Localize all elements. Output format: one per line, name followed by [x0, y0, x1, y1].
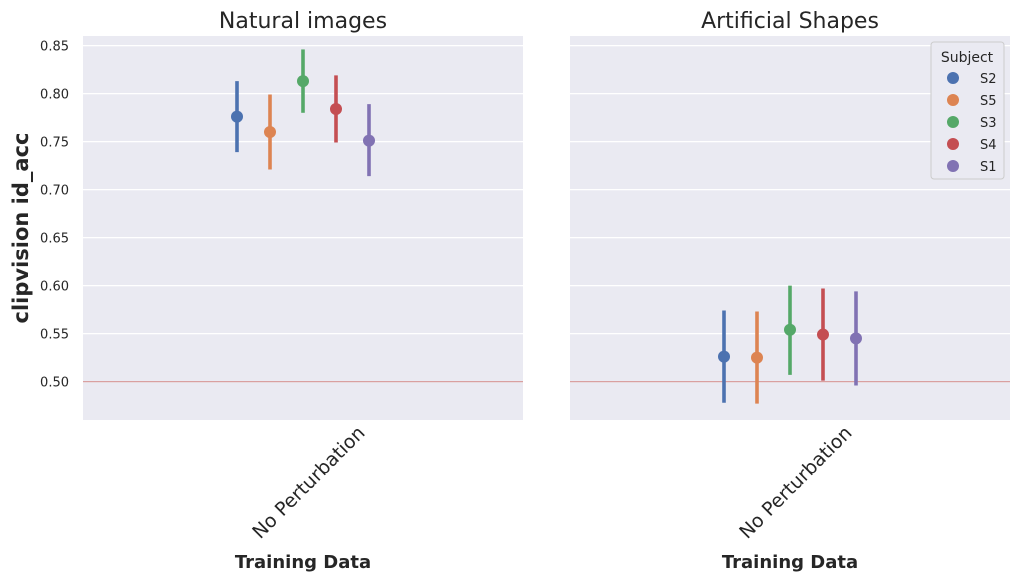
y-tick-label: 0.65: [40, 232, 69, 247]
y-tick-label: 0.80: [40, 88, 69, 103]
point-s1: [363, 134, 375, 147]
point-s2: [718, 350, 730, 363]
y-tick-label: 0.85: [40, 40, 69, 55]
legend-marker-s2: [947, 72, 959, 84]
data-marks: [231, 49, 375, 177]
x-tick-label: No Perturbation: [248, 422, 369, 543]
y-axis-label: clipvision id_acc: [9, 133, 33, 324]
panel-title: Natural images: [219, 9, 387, 34]
legend-label-s4: S4: [980, 138, 997, 153]
point-s5: [264, 126, 276, 138]
legend-marker-s3: [947, 116, 959, 128]
point-s5: [751, 351, 763, 364]
data-marks: [718, 285, 862, 404]
legend: Subject S2 S5 S3 S4 S1: [930, 41, 1005, 180]
legend-title: Subject: [941, 50, 994, 66]
legend-marker-s5: [947, 94, 959, 106]
point-s1: [850, 332, 862, 345]
point-s4: [817, 328, 829, 341]
legend-label-s5: S5: [980, 94, 997, 109]
legend-marker-s1: [947, 160, 959, 172]
legend-label-s3: S3: [980, 116, 997, 131]
legend-items: S2 S5 S3 S4 S1: [947, 72, 997, 175]
y-tick-label: 0.75: [40, 136, 69, 151]
x-tick-label: No Perturbation: [735, 422, 856, 543]
x-axis-label: Training Data: [235, 552, 371, 573]
y-tick-label: 0.70: [40, 184, 69, 199]
point-s3: [297, 75, 309, 88]
y-tick-label: 0.55: [40, 328, 69, 343]
legend-marker-s4: [947, 138, 959, 150]
legend-label-s2: S2: [980, 72, 997, 87]
panel-title: Artificial Shapes: [701, 9, 879, 34]
panel-natural-images: 0.50 0.55 0.60 0.65 0.70 0.75 0.80 0.85 Natural…: [40, 9, 523, 573]
y-tick-labels: 0.50 0.55 0.60 0.65 0.70 0.75 0.80 0.85: [40, 40, 69, 391]
y-tick-label: 0.60: [40, 280, 69, 295]
point-s2: [231, 110, 243, 123]
point-s4: [330, 102, 342, 115]
point-s3: [784, 323, 796, 336]
y-tick-label: 0.50: [40, 376, 69, 391]
x-axis-label: Training Data: [722, 552, 858, 573]
legend-label-s1: S1: [980, 160, 997, 175]
